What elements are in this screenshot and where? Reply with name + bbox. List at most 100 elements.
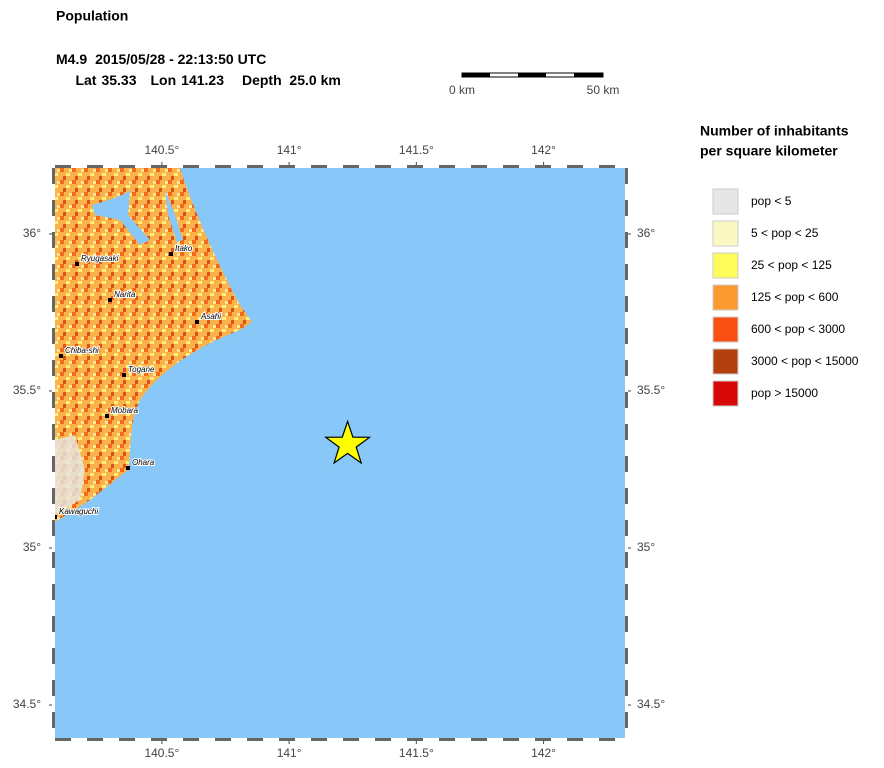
border-segment xyxy=(52,536,55,552)
border-segment xyxy=(625,584,628,600)
border-segment xyxy=(625,280,628,296)
city-marker xyxy=(122,373,126,377)
legend-label: 3000 < pop < 15000 xyxy=(751,354,859,368)
border-segment xyxy=(599,738,615,741)
border-segment xyxy=(625,472,628,488)
border-segment xyxy=(52,424,55,440)
border-segment xyxy=(519,165,535,168)
border-segment xyxy=(327,165,343,168)
border-segment xyxy=(279,738,295,741)
legend-swatch xyxy=(712,252,739,279)
lon-tick-label: 140.5° xyxy=(144,746,179,760)
border-segment xyxy=(625,216,628,232)
lon-tick-label: 142° xyxy=(531,143,556,157)
border-segment xyxy=(625,664,628,680)
border-segment xyxy=(52,520,55,536)
border-segment xyxy=(625,648,628,664)
border-segment xyxy=(343,738,359,741)
city-label: Ohara xyxy=(132,458,155,467)
scale-start: 0 km xyxy=(449,83,475,97)
city-marker xyxy=(169,252,173,256)
legend-label: 125 < pop < 600 xyxy=(751,290,839,304)
border-segment xyxy=(311,165,327,168)
border-segment xyxy=(439,738,455,741)
border-segment xyxy=(87,165,103,168)
border-segment xyxy=(471,165,487,168)
map-border xyxy=(52,165,628,741)
legend-label: 5 < pop < 25 xyxy=(751,226,819,240)
border-segment xyxy=(615,165,625,168)
border-segment xyxy=(391,165,407,168)
border-segment xyxy=(247,165,263,168)
border-segment xyxy=(52,344,55,360)
border-segment xyxy=(503,165,519,168)
legend-swatch xyxy=(712,284,739,311)
lon-value: 141.23 xyxy=(181,72,224,88)
border-segment xyxy=(625,488,628,504)
border-segment xyxy=(625,312,628,328)
border-segment xyxy=(625,568,628,584)
border-segment xyxy=(52,616,55,632)
city-label: Togane xyxy=(128,365,155,374)
legend-label: pop > 15000 xyxy=(751,386,818,400)
border-segment xyxy=(615,738,625,741)
border-segment xyxy=(52,504,55,520)
border-segment xyxy=(199,738,215,741)
border-segment xyxy=(343,165,359,168)
lat-label: Lat xyxy=(75,72,96,88)
border-segment xyxy=(52,200,55,216)
border-segment xyxy=(625,200,628,216)
legend-title: per square kilometer xyxy=(700,143,838,159)
border-segment xyxy=(567,165,583,168)
border-segment xyxy=(135,738,151,741)
border-segment xyxy=(625,424,628,440)
border-segment xyxy=(52,408,55,424)
legend-swatch xyxy=(712,380,739,407)
border-segment xyxy=(52,456,55,472)
border-segment xyxy=(52,552,55,568)
border-segment xyxy=(551,165,567,168)
lon-tick-label: 141.5° xyxy=(399,746,434,760)
border-segment xyxy=(199,165,215,168)
border-segment xyxy=(567,738,583,741)
city-marker xyxy=(126,466,130,470)
legend-label: 25 < pop < 125 xyxy=(751,258,832,272)
border-segment xyxy=(183,165,199,168)
border-segment xyxy=(135,165,151,168)
border-segment xyxy=(625,456,628,472)
border-segment xyxy=(52,440,55,456)
lon-tick-label: 142° xyxy=(531,746,556,760)
border-segment xyxy=(295,738,311,741)
border-segment xyxy=(311,738,327,741)
border-segment xyxy=(535,165,551,168)
border-segment xyxy=(52,376,55,392)
border-segment xyxy=(407,738,423,741)
lat-value: 35.33 xyxy=(101,72,136,88)
border-segment xyxy=(455,738,471,741)
city-marker xyxy=(105,414,109,418)
lake xyxy=(92,190,150,245)
border-segment xyxy=(625,440,628,456)
border-segment xyxy=(625,264,628,280)
border-segment xyxy=(625,184,628,200)
border-segment xyxy=(119,165,135,168)
event-line: M4.9 2015/05/28 - 22:13:50 UTC xyxy=(56,51,266,67)
lat-tick-label: 35° xyxy=(637,540,655,554)
border-segment xyxy=(263,165,279,168)
scale-bar: 0 km 50 km xyxy=(449,72,619,97)
city-marker xyxy=(195,320,199,324)
border-segment xyxy=(52,280,55,296)
border-segment xyxy=(625,232,628,248)
border-segment xyxy=(625,296,628,312)
border-segment xyxy=(407,165,423,168)
event-time: 2015/05/28 - 22:13:50 UTC xyxy=(95,51,266,67)
border-segment xyxy=(519,738,535,741)
border-segment xyxy=(52,216,55,232)
lon-tick-label: 141.5° xyxy=(399,143,434,157)
border-segment xyxy=(625,696,628,712)
sparse-land xyxy=(55,435,85,515)
border-segment xyxy=(215,165,231,168)
lat-tick-label: 36° xyxy=(637,226,655,240)
border-segment xyxy=(52,360,55,376)
